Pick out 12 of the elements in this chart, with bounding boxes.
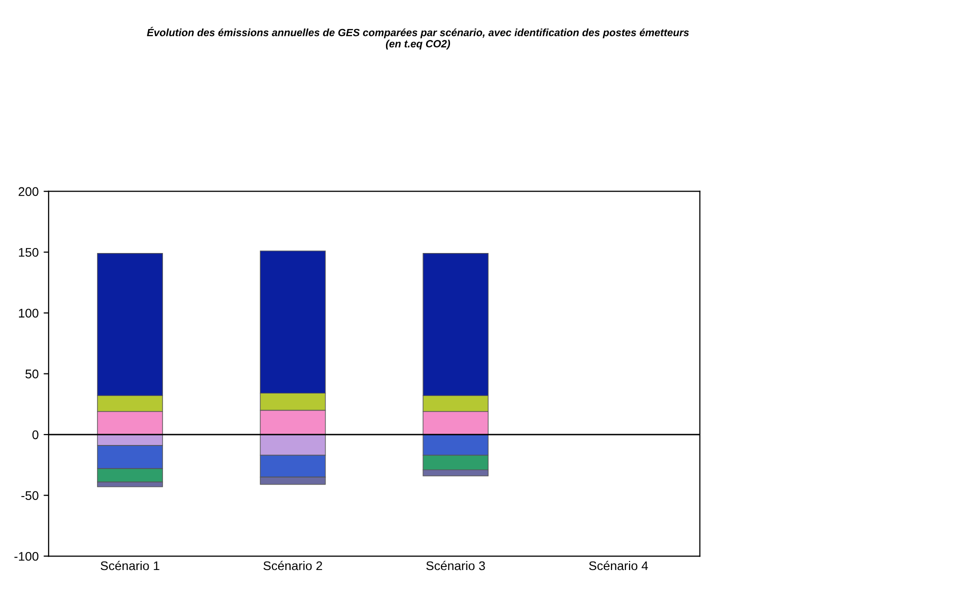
y-tick-label: 50	[25, 370, 38, 378]
y-tick-label: 200	[18, 187, 38, 196]
y-tick-label: 0	[32, 430, 38, 440]
chart-title: Évolution des émissions annuelles de GES comparées par scénario, avec identification des postes émetteurs (en t.eq CO2)	[146, 26, 689, 50]
x-tick-label: Scénario 4	[589, 560, 648, 570]
x-tick-label: Scénario 2	[264, 560, 322, 570]
x-tick-label: Scénario 3	[426, 560, 485, 570]
y-tick-label: -100	[14, 552, 38, 561]
x-tick-label: Scénario 1	[100, 560, 160, 570]
y-tick-label: -50	[21, 491, 38, 500]
y-tick-label: 100	[18, 308, 38, 318]
y-tick-label: 150	[18, 248, 38, 257]
